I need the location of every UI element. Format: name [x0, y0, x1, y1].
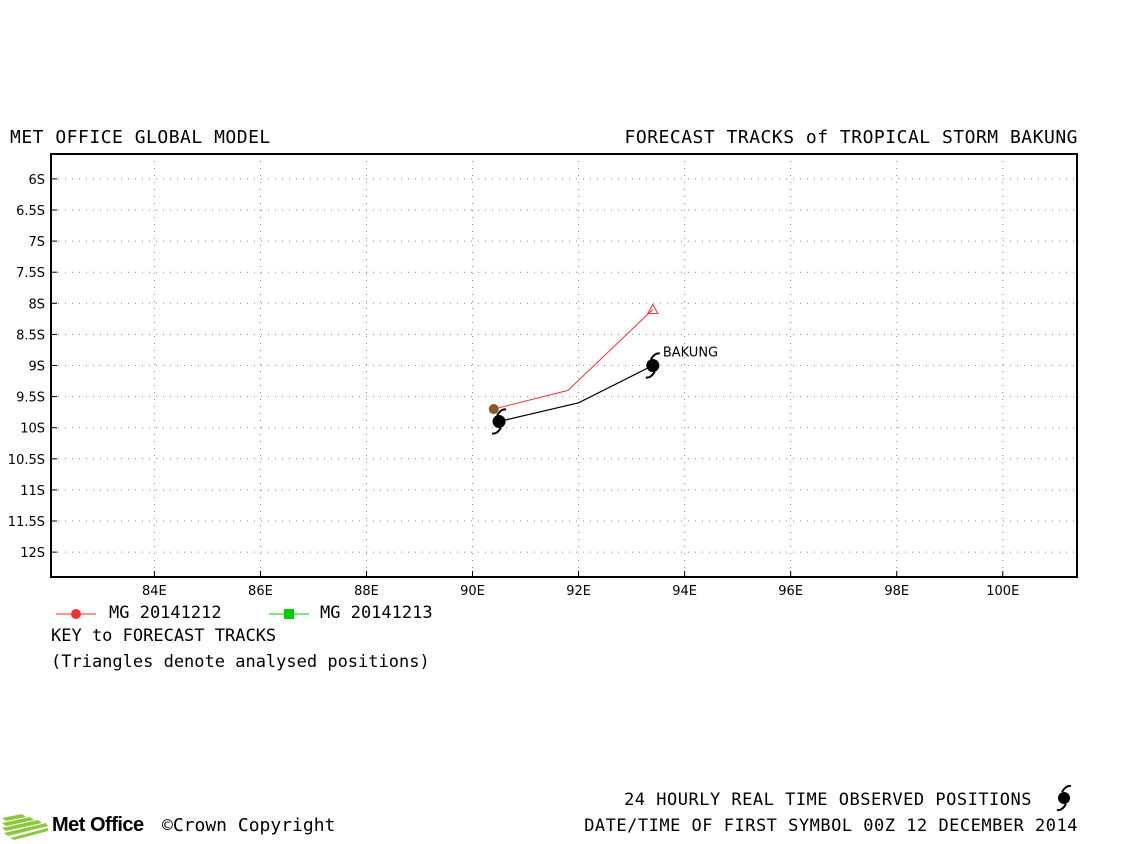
legend [56, 609, 309, 619]
model-title: MET OFFICE GLOBAL MODEL [10, 127, 271, 148]
lat-tick-label: 7S [28, 235, 45, 250]
storm-name-label: BAKUNG [663, 346, 718, 361]
lon-tick-label: 96E [778, 584, 803, 599]
key-note: (Triangles denote analysed positions) [51, 652, 430, 672]
lat-tick-label: 8S [28, 297, 45, 312]
lon-tick-label: 100E [986, 584, 1019, 599]
date-time-note: DATE/TIME OF FIRST SYMBOL 00Z 12 DECEMBE… [584, 816, 1078, 836]
lat-tick-label: 12S [20, 546, 45, 561]
storm-symbol-arm [491, 426, 502, 435]
lat-tick-label: 7.5S [16, 266, 45, 281]
storm-symbol-icon [1056, 784, 1072, 812]
legend-marker-mg-20141212 [71, 609, 81, 619]
observed-positions-note: 24 HOURLY REAL TIME OBSERVED POSITIONS [624, 790, 1032, 810]
lon-tick-label: 98E [884, 584, 909, 599]
lat-tick-label: 10.5S [8, 453, 45, 468]
met-office-logo-text: Met Office [52, 814, 144, 836]
copyright: ©Crown Copyright [162, 815, 336, 836]
met-office-logo: Met Office [2, 812, 162, 840]
storm-symbol-arm [496, 408, 507, 417]
lat-tick-label: 9S [28, 360, 45, 375]
axis-tick-layer: 6S 6.5S 7S 7.5S 8S 8.5S 9S 9.5S 10S 10.5S 11S 11.5S… [8, 173, 1019, 599]
map-frame [50, 153, 1078, 578]
lon-tick-label: 92E [566, 584, 591, 599]
storm-symbol-arm [649, 352, 661, 361]
key-title: KEY to FORECAST TRACKS [51, 626, 277, 646]
lon-tick-label: 86E [248, 584, 273, 599]
legend-marker-mg-20141213 [284, 609, 294, 619]
lon-tick-label: 84E [142, 584, 167, 599]
met-office-logo-icon [2, 814, 48, 840]
lon-tick-label: 94E [672, 584, 697, 599]
forecast-start-marker [488, 404, 499, 415]
lon-tick-label: 90E [460, 584, 485, 599]
lat-tick-label: 9.5S [16, 391, 45, 406]
storm-symbol-core [492, 414, 506, 428]
chart-title: FORECAST TRACKS of TROPICAL STORM BAKUNG [624, 127, 1078, 148]
legend-label-mg-20141213: MG 20141213 [320, 603, 433, 623]
lat-tick-label: 6S [28, 173, 45, 188]
lat-tick-label: 10S [20, 422, 45, 437]
storm-symbol-core [646, 359, 660, 372]
observed-track-line [498, 364, 654, 423]
lat-tick-label: 11S [20, 484, 45, 499]
lat-tick-label: 11.5S [8, 515, 45, 530]
storm-symbol [645, 352, 661, 379]
storm-symbol [491, 408, 507, 435]
grid-layer [51, 154, 1077, 577]
track-layer: BAKUNG [488, 303, 718, 435]
lon-tick-label: 88E [354, 584, 379, 599]
lat-tick-label: 6.5S [16, 204, 45, 219]
analysed-position-triangle [646, 303, 659, 315]
forecast-track-line [493, 309, 654, 410]
storm-symbol-arm [645, 370, 656, 379]
legend-label-mg-20141212: MG 20141212 [109, 603, 222, 623]
lat-tick-label: 8.5S [16, 328, 45, 343]
